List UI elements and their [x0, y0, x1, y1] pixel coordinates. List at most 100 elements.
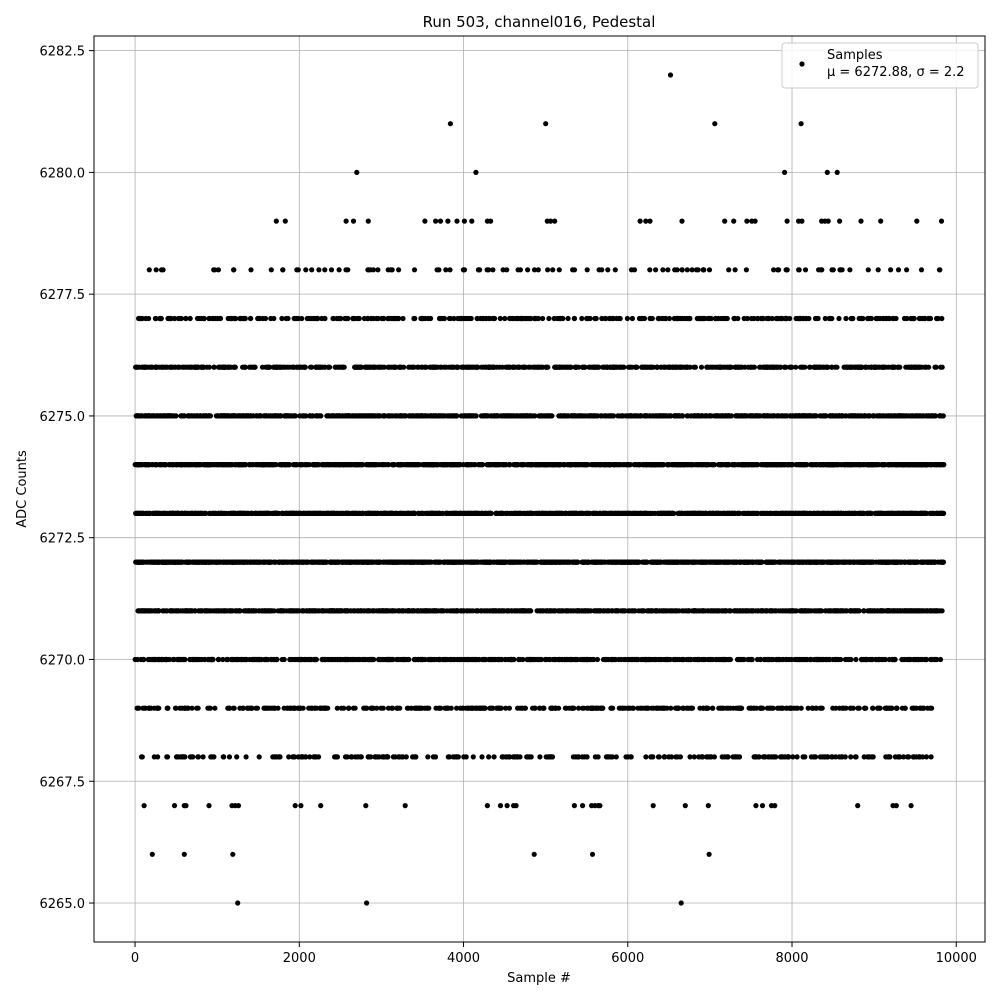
data-point: [872, 462, 878, 468]
data-point: [447, 121, 453, 127]
data-point: [648, 364, 654, 370]
data-point: [341, 364, 347, 370]
data-point: [895, 510, 901, 516]
data-point: [732, 315, 738, 322]
data-point: [433, 218, 439, 224]
data-point: [187, 413, 193, 419]
data-point: [180, 462, 186, 468]
data-point: [839, 267, 845, 273]
data-point: [467, 462, 473, 468]
data-point: [681, 315, 688, 322]
data-point: [572, 364, 578, 370]
data-point: [751, 364, 758, 370]
data-point: [490, 364, 496, 370]
data-point: [781, 364, 788, 370]
data-point: [372, 462, 378, 468]
data-point: [890, 510, 896, 516]
data-point: [557, 413, 563, 419]
data-point: [847, 413, 853, 419]
data-point: [504, 267, 510, 273]
data-point: [521, 364, 528, 370]
data-point: [583, 510, 589, 516]
data-point: [660, 462, 666, 468]
data-point: [534, 364, 540, 370]
data-point: [290, 462, 296, 468]
data-point: [454, 218, 460, 224]
data-point: [828, 413, 834, 419]
data-point: [271, 462, 277, 468]
data-point: [682, 803, 688, 809]
data-point: [938, 218, 945, 224]
data-point: [538, 364, 544, 370]
data-point: [566, 510, 572, 516]
data-point: [181, 851, 187, 857]
data-point: [415, 364, 422, 370]
data-point: [149, 851, 155, 857]
data-point: [335, 413, 341, 419]
data-point: [133, 510, 139, 516]
data-point: [279, 315, 285, 322]
data-point: [389, 315, 395, 322]
data-point: [599, 267, 605, 273]
data-point: [688, 413, 694, 419]
data-point: [560, 315, 566, 322]
data-point: [358, 413, 364, 419]
data-point: [899, 462, 906, 468]
data-point: [278, 364, 284, 370]
data-point: [603, 510, 609, 516]
data-point: [235, 900, 241, 906]
data-point: [885, 413, 891, 419]
data-point: [706, 851, 712, 857]
data-point: [695, 267, 701, 273]
data-point: [770, 364, 776, 370]
data-point: [354, 315, 361, 322]
data-point: [494, 462, 500, 468]
data-point: [563, 364, 569, 370]
data-point: [533, 315, 539, 322]
data-point: [396, 267, 402, 273]
data-point: [545, 364, 551, 370]
data-point: [436, 267, 442, 273]
data-point: [938, 364, 944, 370]
data-point: [858, 218, 864, 224]
data-point: [800, 462, 806, 468]
data-point: [398, 413, 404, 419]
data-point: [677, 413, 683, 419]
data-point: [642, 510, 648, 516]
data-point: [303, 413, 309, 419]
data-point: [266, 462, 272, 468]
data-point: [824, 510, 831, 516]
data-point: [675, 315, 681, 322]
data-point: [726, 413, 732, 419]
data-point: [458, 315, 465, 322]
data-point: [658, 413, 664, 419]
data-point: [395, 462, 402, 468]
data-point: [769, 462, 776, 468]
data-point: [363, 462, 369, 468]
data-point: [203, 413, 209, 419]
data-point: [145, 462, 152, 468]
data-point: [671, 510, 677, 516]
data-point: [543, 121, 549, 127]
data-point: [381, 315, 387, 322]
data-point: [705, 462, 711, 468]
data-point: [538, 413, 544, 419]
data-point: [273, 218, 279, 224]
data-point: [759, 510, 765, 516]
data-point: [600, 364, 606, 370]
data-point: [802, 510, 808, 516]
data-point: [748, 364, 754, 370]
data-point: [781, 413, 787, 419]
data-point: [561, 510, 567, 516]
data-point: [591, 510, 597, 516]
data-point: [647, 413, 653, 419]
data-point: [803, 315, 809, 322]
data-point: [706, 267, 713, 273]
data-point: [361, 315, 367, 322]
data-point: [855, 803, 861, 809]
data-point: [793, 315, 799, 322]
data-point: [829, 315, 835, 322]
data-point: [390, 462, 396, 468]
data-point: [682, 462, 688, 468]
data-point: [901, 315, 908, 322]
